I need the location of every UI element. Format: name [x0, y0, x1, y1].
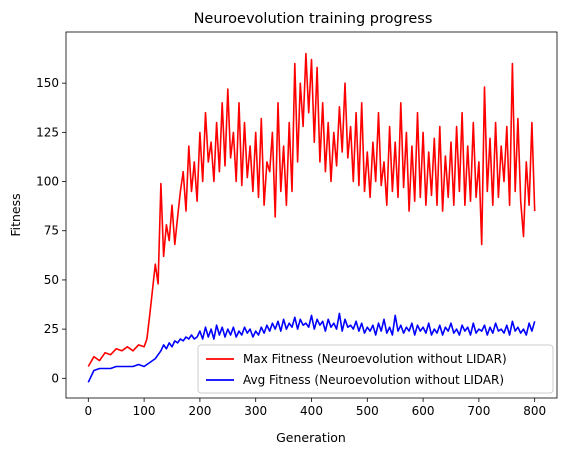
- y-tick-label: 75: [44, 224, 59, 238]
- y-axis: 0 25 50 75 100 125 150: [36, 76, 66, 385]
- legend-box: [197, 344, 554, 394]
- series-line-0: [87, 52, 536, 367]
- y-tick-label: 125: [36, 125, 59, 139]
- x-tick-label: 200: [188, 404, 211, 418]
- chart-title: Neuroevolution training progress: [194, 11, 433, 27]
- legend: Max Fitness (Neuroevolution without LIDA…: [197, 344, 554, 394]
- legend-entry-1: Avg Fitness (Neuroevolution without LIDA…: [243, 373, 504, 387]
- y-tick-label: 50: [44, 273, 59, 287]
- x-tick-label: 0: [84, 404, 92, 418]
- x-tick-label: 100: [133, 404, 156, 418]
- legend-entry-0: Max Fitness (Neuroevolution without LIDA…: [243, 352, 507, 366]
- y-tick-label: 150: [36, 76, 59, 90]
- x-axis-label: Generation: [276, 430, 346, 445]
- series-line-1: [87, 312, 536, 383]
- x-tick-label: 800: [523, 404, 546, 418]
- y-tick-label: 100: [36, 175, 59, 189]
- series-layer: [87, 52, 536, 383]
- y-tick-label: 25: [44, 322, 59, 336]
- x-tick-label: 700: [467, 404, 490, 418]
- y-axis-label: Fitness: [8, 193, 23, 236]
- y-tick-label: 0: [51, 371, 59, 385]
- x-tick-label: 400: [300, 404, 323, 418]
- x-tick-label: 600: [412, 404, 435, 418]
- x-tick-label: 300: [244, 404, 267, 418]
- x-axis: 0 100 200 300 400 500 600 700 800: [84, 398, 546, 418]
- x-tick-label: 500: [356, 404, 379, 418]
